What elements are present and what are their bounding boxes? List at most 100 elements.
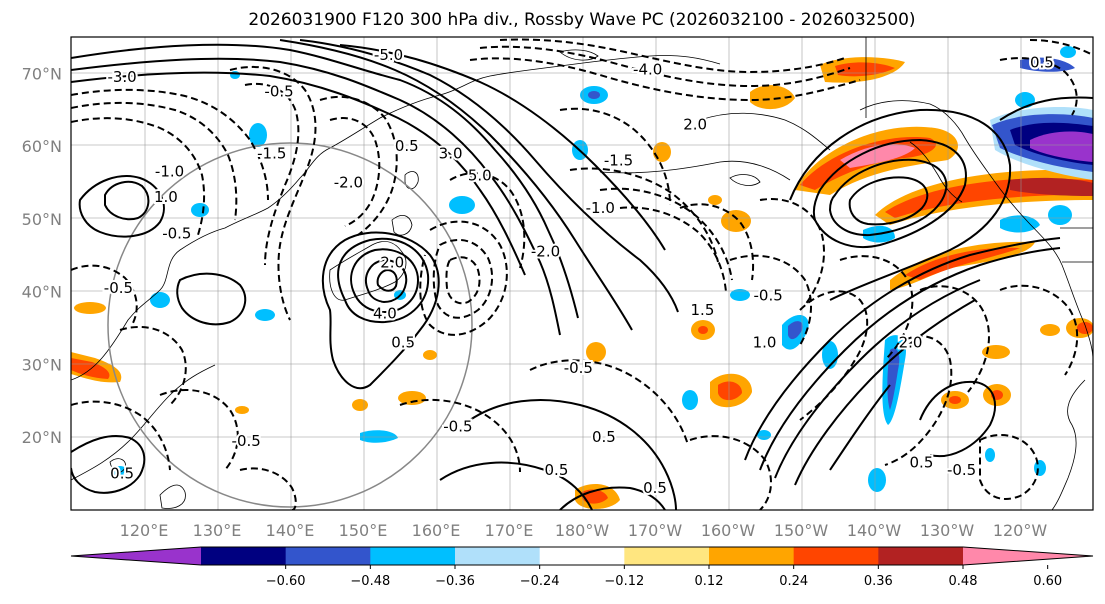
colorbar-swatch xyxy=(709,547,795,565)
negative-shade xyxy=(1060,46,1076,58)
contour-label: 0.5 xyxy=(592,428,616,446)
contour-label: 0.5 xyxy=(545,461,569,479)
map-panel: -5.0-5.0-4.0-4.0-3.0-3.0-2.0-2.0-2.0-2.0… xyxy=(71,37,1093,510)
contour-label-halo: -2.0 xyxy=(531,243,560,261)
negative-shade xyxy=(191,203,209,217)
contour-label: -0.5 xyxy=(754,286,783,304)
negative-shade xyxy=(449,196,475,214)
contour-label-halo: 0.5 xyxy=(391,334,415,352)
colorbar-swatch xyxy=(539,547,625,565)
positive-shade xyxy=(74,302,106,314)
colorbar-extend-max xyxy=(963,547,1093,565)
contour-label: -1.0 xyxy=(155,163,184,181)
contour-label: -5.0 xyxy=(374,46,403,64)
contour-label-halo: -4.0 xyxy=(633,61,662,79)
lon-tick-label: 150°E xyxy=(339,521,388,540)
contour-label: -1.5 xyxy=(604,152,633,170)
lon-tick-label: 160°E xyxy=(412,521,461,540)
negative-shade xyxy=(588,91,600,99)
positive-shade xyxy=(840,144,915,168)
lat-tick-label: 20°N xyxy=(22,428,62,447)
contour-label-halo: -0.5 xyxy=(754,286,783,304)
colorbar-tick-label: 0.24 xyxy=(779,574,808,589)
positive-shade xyxy=(905,247,1020,280)
lon-tick-label: 170°W xyxy=(628,521,683,540)
contour-label-halo: 3.0 xyxy=(439,144,463,162)
contour-label-halo: 4.0 xyxy=(373,305,397,323)
negative-shade xyxy=(255,309,275,321)
lon-tick-label: 120°E xyxy=(120,521,169,540)
colorbar-swatch xyxy=(285,547,371,565)
contour-label-halo: 2.0 xyxy=(683,115,707,133)
contour-label-halo: 5.0 xyxy=(468,166,492,184)
contour-label-halo: 0.5 xyxy=(643,479,667,497)
colorbar-swatch xyxy=(878,547,964,565)
contour-label-halo: -0.5 xyxy=(264,83,293,101)
contour-label: 5.0 xyxy=(468,166,492,184)
contour-label-halo: 0.5 xyxy=(110,465,134,483)
negative-shade xyxy=(249,123,267,147)
lon-tick-label: 160°W xyxy=(701,521,756,540)
positive-shade xyxy=(423,350,437,360)
contour-label: -4.0 xyxy=(633,61,662,79)
contour-label-halo: 1.0 xyxy=(154,188,178,206)
lon-tick-label: 120°W xyxy=(993,521,1048,540)
lat-tick-label: 30°N xyxy=(22,355,62,374)
negative-shade xyxy=(985,448,995,462)
negative-shade xyxy=(1015,92,1035,108)
positive-shade xyxy=(1010,177,1093,196)
negative-shade xyxy=(757,430,771,440)
negative-shade xyxy=(1048,205,1072,225)
negative-shade xyxy=(1034,460,1046,476)
lon-tick-label: 130°W xyxy=(920,521,975,540)
contour-label-halo: 2.0 xyxy=(380,254,404,272)
colorbar-tick-label: −0.24 xyxy=(520,574,560,589)
contour-label: -2.0 xyxy=(531,243,560,261)
colorbar-tick-label: 0.36 xyxy=(864,574,893,589)
negative-shade xyxy=(360,430,398,443)
contour-label-halo: 2.0 xyxy=(899,334,923,352)
contour-label: 0.5 xyxy=(643,479,667,497)
contour-label: 0.5 xyxy=(110,465,134,483)
contour-label: 2.0 xyxy=(683,115,707,133)
colorbar-tick-label: −0.48 xyxy=(350,574,390,589)
contour-label-halo: 0.5 xyxy=(910,454,934,472)
negative-shade xyxy=(682,390,698,410)
contour-label: 0.5 xyxy=(391,334,415,352)
map-title: 2026031900 F120 300 hPa div., Rossby Wav… xyxy=(248,10,915,30)
contour-label: 4.0 xyxy=(373,305,397,323)
colorbar-swatch xyxy=(370,547,456,565)
latitude-axis: 70°N 60°N 50°N 40°N 30°N 20°N xyxy=(22,64,62,447)
colorbar-swatch xyxy=(201,547,287,565)
contour-label-halo: 0.5 xyxy=(1030,53,1054,71)
contour-label-halo: -1.0 xyxy=(586,199,615,217)
negative-shade xyxy=(788,321,803,340)
negative-shade xyxy=(868,468,886,492)
positive-shade xyxy=(750,85,795,110)
contour-label-halo: -0.5 xyxy=(232,432,261,450)
contours-negative xyxy=(71,38,1093,510)
contour-label: 0.5 xyxy=(910,454,934,472)
longitude-axis: 120°E 130°E 140°E 150°E 160°E 170°E 180°W 170°W… xyxy=(120,521,1048,540)
contour-label: 2.0 xyxy=(380,254,404,272)
contour-label: -0.5 xyxy=(162,224,191,242)
colorbar-tick-label: 0.12 xyxy=(695,574,724,589)
contour-label: -0.5 xyxy=(443,417,472,435)
colorbar-tick-label: 0.48 xyxy=(949,574,978,589)
contour-label-halo: -2.0 xyxy=(334,174,363,192)
colorbar-tick-label: 0.60 xyxy=(1033,574,1062,589)
lon-tick-label: 150°W xyxy=(774,521,829,540)
colorbar-tick-label: −0.36 xyxy=(435,574,475,589)
coastlines xyxy=(71,37,1093,510)
map-frame xyxy=(70,36,1094,511)
contour-label-halo: -5.0 xyxy=(374,46,403,64)
positive-shade xyxy=(586,342,606,362)
contour-label-halo: -0.5 xyxy=(443,417,472,435)
colorbar-outline xyxy=(70,546,1094,566)
negative-shade xyxy=(1000,215,1040,233)
contour-label-halo: -1.0 xyxy=(155,163,184,181)
lon-tick-label: 130°E xyxy=(193,521,242,540)
colorbar-tick-label: −0.60 xyxy=(266,574,306,589)
contour-label: -0.5 xyxy=(564,359,593,377)
contour-label: 3.0 xyxy=(439,144,463,162)
